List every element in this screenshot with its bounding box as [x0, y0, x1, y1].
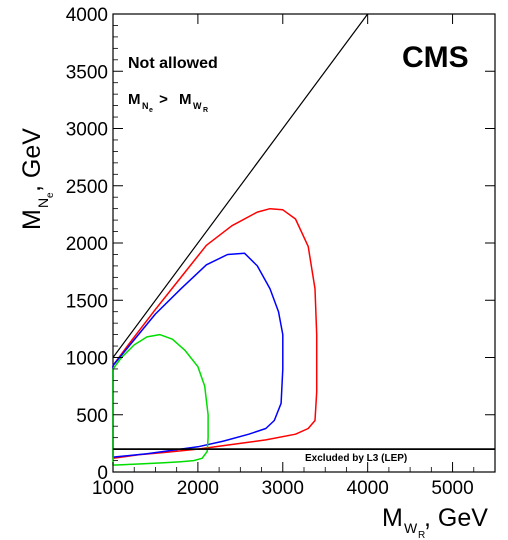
inequality-lhs-sub1: N	[142, 101, 149, 111]
inequality-rhs-m: M	[179, 91, 192, 108]
y-axis-title-sub2: e	[45, 192, 56, 198]
y-tick-label-1500: 1500	[66, 291, 108, 312]
y-tick-label-2500: 2500	[66, 177, 108, 198]
x-tick-label-3000: 3000	[262, 478, 304, 499]
y-axis-title-main: M	[18, 209, 46, 230]
x-axis-title-unit: , GeV	[424, 504, 488, 532]
x-axis-title-sub1: W	[404, 520, 418, 536]
inequality-op: >	[155, 91, 172, 108]
y-tick-label-1000: 1000	[66, 349, 108, 370]
reference-lines	[112, 13, 495, 451]
x-tick-label-1000: 1000	[92, 478, 134, 499]
inequality-rhs-sub1: W	[193, 101, 202, 111]
y-axis-title-sub1: N	[35, 198, 51, 208]
y-axis-title: M N e , GeV	[18, 128, 56, 230]
contour-line-2	[112, 333, 209, 466]
x-axis-title-sub2: R	[418, 530, 425, 540]
y-tick-label-2000: 2000	[66, 234, 108, 255]
x-axis-title-main: M	[382, 504, 403, 532]
y-tick-label-0: 0	[97, 463, 108, 484]
inequality-label: M N e > M W R	[128, 91, 208, 114]
x-axis-title: M W R , GeV	[382, 504, 488, 540]
y-tick-label-500: 500	[76, 406, 108, 427]
diagonal-line	[112, 13, 369, 358]
series-layer	[112, 207, 318, 466]
y-tick-label-4000: 4000	[66, 5, 108, 26]
not-allowed-label: Not allowed	[128, 55, 218, 72]
contour-line-0	[112, 207, 318, 460]
inequality-lhs-sub2: e	[149, 107, 153, 114]
inequality-lhs-m: M	[128, 91, 141, 108]
y-tick-label-3000: 3000	[66, 120, 108, 141]
x-tick-label-4000: 4000	[347, 478, 389, 499]
y-axis-title-unit: , GeV	[18, 128, 46, 192]
y-tick-label-3500: 3500	[66, 62, 108, 83]
plot-frame	[112, 13, 496, 473]
x-tick-label-5000: 5000	[431, 478, 473, 499]
x-tick-label-2000: 2000	[177, 478, 219, 499]
excluded-label: Excluded by L3 (LEP)	[305, 453, 407, 464]
contour-line-1	[112, 252, 284, 458]
axis-ticks: 1000 2000 3000 4000 5000 0 500 1000 1500 2000 2500…	[66, 5, 496, 499]
cms-label: CMS	[402, 41, 469, 74]
inequality-rhs-sub2: R	[203, 107, 208, 114]
